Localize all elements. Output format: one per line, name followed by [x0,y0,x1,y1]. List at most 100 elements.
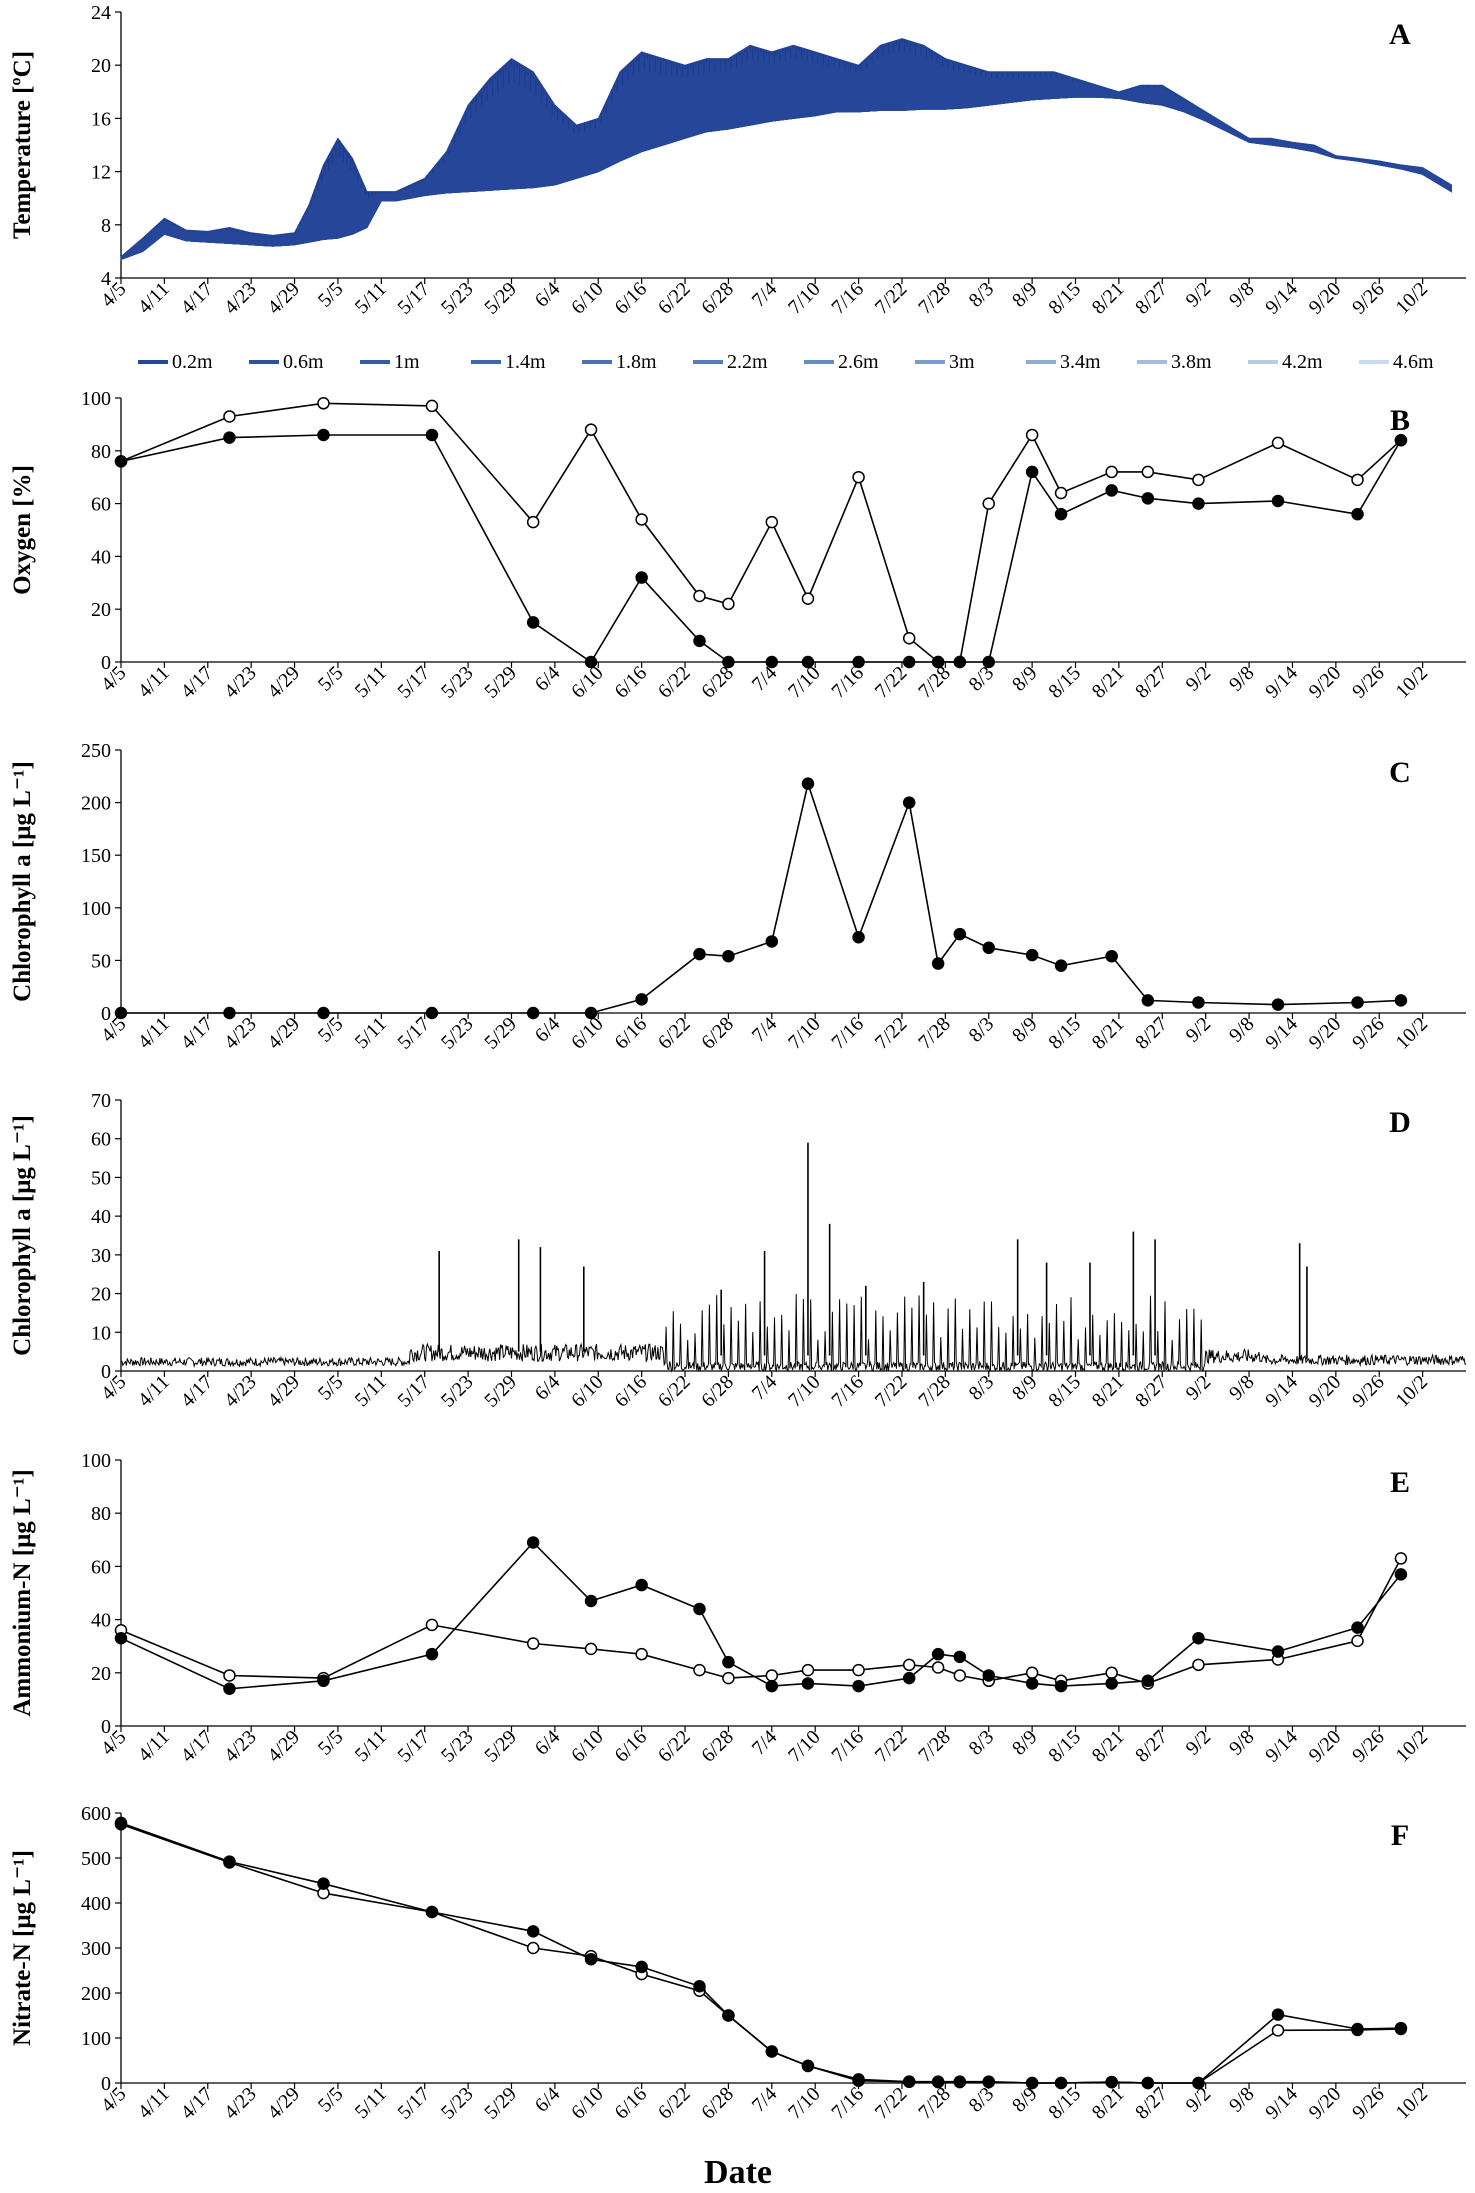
x-tick-label: 9/14 [1261,662,1302,703]
x-tick-label: 7/4 [748,1371,782,1405]
y-tick-label: 30 [91,1245,111,1267]
filled-point [1192,497,1205,510]
x-tick-label: 4/11 [134,2083,174,2123]
filled-point [765,935,779,948]
x-tick-label: 5/5 [314,1371,348,1405]
filled-point [765,655,779,669]
x-tick-label: 8/21 [1088,1013,1129,1054]
x-tick-label: 5/23 [437,1726,478,1767]
filled-point [801,2059,815,2073]
x-tick-label: 9/14 [1261,278,1302,319]
x-tick-label: 4/23 [220,278,261,319]
filled-point [1025,948,1039,962]
filled-point [425,428,439,442]
x-tick-label: 6/28 [697,1726,738,1767]
open-point [852,1663,865,1677]
x-tick-label: 5/17 [394,2083,435,2124]
x-tick-label: 8/3 [965,662,999,696]
filled-point [635,1960,648,1974]
y-tick-label: 0 [101,1716,111,1738]
x-tick-label: 7/16 [827,1726,868,1767]
filled-point [1351,996,1364,1009]
x-tick-label: 4/17 [177,1371,218,1412]
y-axis-title: Oxygen [%] [9,465,36,595]
filled-point [526,1925,540,1938]
x-tick-label: 4/17 [177,278,218,319]
x-tick-label: 5/17 [394,278,435,319]
filled-point [584,1006,598,1020]
x-tick-label: 10/2 [1391,1726,1432,1767]
x-tick-label: 9/14 [1261,1013,1302,1054]
x-tick-label: 9/2 [1182,1371,1216,1405]
x-tick-label: 7/4 [748,278,782,312]
filled-point [1192,1631,1205,1645]
y-tick-label: 50 [91,950,111,972]
filled-point [425,1905,439,1919]
x-tick-label: 5/29 [480,278,521,319]
x-tick-label: 5/29 [480,1371,521,1412]
x-tick-label: 8/9 [1008,278,1042,312]
filled-point [1271,494,1285,508]
legend-label: 2.2m [727,351,768,373]
filled-point [693,634,706,648]
open-point [1192,473,1205,487]
x-tick-label: 9/8 [1225,1013,1259,1047]
legend-label: 3m [949,351,975,373]
x-tick-label: 4/23 [220,2083,261,2124]
x-tick-label: 6/16 [610,2083,651,2124]
panel-label: E [1390,1466,1410,1499]
open-point [526,1941,540,1955]
x-tick-label: 5/29 [480,662,521,703]
filled-point [635,1578,648,1592]
filled-point [801,655,815,669]
x-tick-label: 5/23 [437,662,478,703]
x-tick-label: 8/9 [1008,1013,1042,1047]
x-tick-label: 5/29 [480,1013,521,1054]
y-tick-label: 60 [91,1129,111,1151]
filled-point [1271,1645,1285,1658]
x-tick-label: 4/29 [263,1371,304,1412]
filled-point [1394,433,1408,447]
panel-label: C [1389,756,1411,789]
filled-series-line [120,434,1402,664]
filled-point [982,2075,995,2088]
filled-point [1105,1677,1118,1690]
x-tick-label: 8/3 [965,2083,999,2117]
x-tick-label: 5/11 [351,1371,391,1411]
y-tick-label: 40 [91,546,111,568]
x-tick-label: 7/28 [914,1013,955,1054]
x-tick-label: 9/26 [1348,1726,1389,1767]
filled-point [1271,998,1285,1011]
x-tick-label: 8/9 [1008,1371,1042,1405]
x-tick-label: 7/16 [827,2083,868,2124]
y-tick-label: 60 [91,1556,111,1578]
legend-label: 0.2m [172,351,213,373]
open-point [526,1637,540,1650]
open-point [801,1663,815,1677]
y-tick-label: 80 [91,441,111,463]
y-tick-label: 70 [91,1090,111,1112]
y-tick-label: 400 [81,1893,111,1915]
filled-point [902,2075,916,2088]
chlorophyll-sensor-trace [120,1294,1466,1373]
panel-label: D [1389,1106,1411,1139]
open-point [1271,436,1285,450]
y-tick-label: 20 [91,1663,111,1685]
y-tick-label: 600 [81,1803,111,1825]
filled-point [953,1650,967,1664]
filled-point [1141,1674,1155,1688]
y-tick-label: 20 [91,55,111,77]
filled-point [317,1674,330,1688]
x-tick-label: 8/27 [1131,2083,1172,2124]
x-tick-label: 5/11 [351,1013,391,1053]
filled-point [223,1006,236,1020]
x-tick-label: 7/28 [914,662,955,703]
x-tick-label: 10/2 [1391,662,1432,703]
open-point [584,423,598,436]
x-tick-label: 7/4 [748,2083,782,2117]
x-tick-label: 8/9 [1008,2083,1042,2117]
open-point [1105,1666,1118,1680]
y-tick-label: 24 [91,2,111,24]
y-tick-label: 100 [81,1450,111,1472]
x-tick-label: 8/27 [1131,1726,1172,1767]
